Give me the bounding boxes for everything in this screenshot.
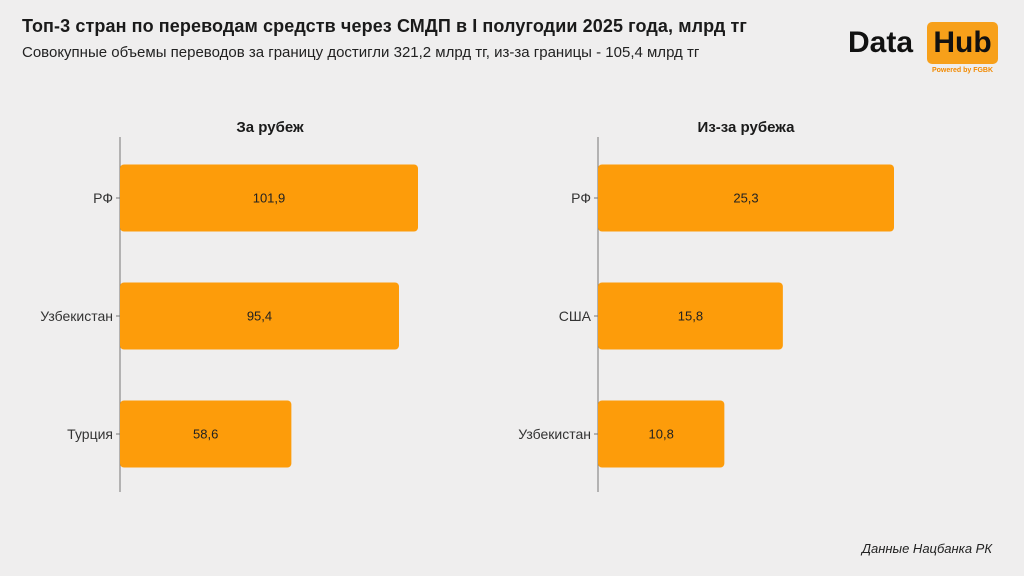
panel-title-inbound: Из-за рубежа (697, 119, 795, 136)
logo-word-data: Data (848, 26, 914, 59)
bar (598, 282, 783, 350)
chart-subtitle: Совокупные объемы переводов за границу д… (22, 44, 700, 61)
bar-value-label: 10,8 (649, 427, 674, 442)
bar-value-label: 15,8 (678, 309, 703, 324)
bar (120, 164, 418, 232)
category-label: Узбекистан (40, 308, 113, 324)
category-label: РФ (571, 190, 591, 206)
source-note: Данные Нацбанка РК (861, 541, 992, 556)
bar-value-label: 95,4 (247, 309, 272, 324)
category-label: Узбекистан (518, 426, 591, 442)
logo-tagline: Powered by FGBK (931, 67, 994, 74)
bar (598, 164, 894, 232)
bar (598, 400, 725, 468)
bar (120, 282, 399, 350)
logo-word-hub: Hub (933, 26, 992, 59)
datahub-logo: Data Hub Powered by FGBK (848, 20, 1008, 80)
chart-panel-inbound: РФ 25,3 США 15,8 Узбекистан 10,8 (518, 137, 894, 492)
logo-hub-box: Hub (927, 22, 998, 64)
bar-value-label: 58,6 (193, 427, 218, 442)
category-label: Турция (67, 426, 113, 442)
panel-title-outbound: За рубеж (236, 119, 304, 136)
chart-panel-outbound: РФ 101,9 Узбекистан 95,4 Турция 58,6 (40, 137, 418, 492)
bar-value-label: 25,3 (733, 191, 758, 206)
category-label: РФ (93, 190, 113, 206)
chart-title: Топ-3 стран по переводам средств через С… (22, 16, 747, 36)
category-label: США (559, 308, 592, 324)
bar-value-label: 101,9 (253, 191, 286, 206)
bar (120, 400, 292, 468)
